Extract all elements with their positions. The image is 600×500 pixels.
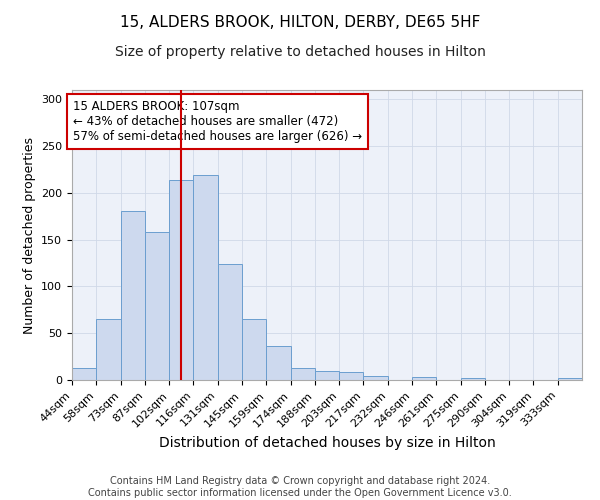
Bar: [242, 319, 266, 380]
Bar: [558, 378, 582, 380]
Text: Contains HM Land Registry data © Crown copyright and database right 2024.
Contai: Contains HM Land Registry data © Crown c…: [88, 476, 512, 498]
Text: 15 ALDERS BROOK: 107sqm
← 43% of detached houses are smaller (472)
57% of semi-d: 15 ALDERS BROOK: 107sqm ← 43% of detache…: [73, 100, 362, 144]
Bar: [72, 368, 96, 380]
Bar: [461, 378, 485, 380]
Bar: [339, 372, 364, 380]
Bar: [218, 264, 242, 380]
Bar: [169, 180, 193, 380]
Text: 15, ALDERS BROOK, HILTON, DERBY, DE65 5HF: 15, ALDERS BROOK, HILTON, DERBY, DE65 5H…: [120, 15, 480, 30]
X-axis label: Distribution of detached houses by size in Hilton: Distribution of detached houses by size …: [158, 436, 496, 450]
Text: Size of property relative to detached houses in Hilton: Size of property relative to detached ho…: [115, 45, 485, 59]
Bar: [121, 210, 145, 380]
Bar: [266, 346, 290, 380]
Y-axis label: Number of detached properties: Number of detached properties: [23, 136, 35, 334]
Bar: [290, 368, 315, 380]
Bar: [364, 376, 388, 380]
Bar: [96, 319, 121, 380]
Bar: [145, 232, 169, 380]
Bar: [315, 370, 339, 380]
Bar: [412, 377, 436, 380]
Bar: [193, 175, 218, 380]
